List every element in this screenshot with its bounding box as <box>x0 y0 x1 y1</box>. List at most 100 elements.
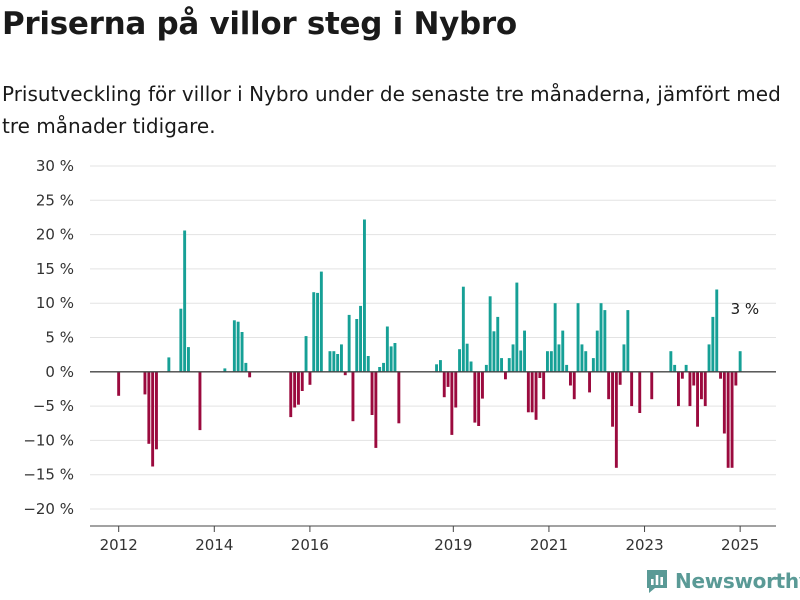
x-tick-label: 2025 <box>721 536 759 550</box>
bar-positive <box>553 303 557 372</box>
y-tick-label: −20 % <box>23 500 74 518</box>
bar-negative <box>481 371 484 399</box>
y-tick-label: 10 % <box>36 294 74 312</box>
bar-negative <box>692 371 696 386</box>
bar-positive <box>715 289 719 372</box>
bar-negative <box>297 371 300 405</box>
bar-positive <box>488 296 492 372</box>
bar-negative <box>607 371 611 400</box>
bar-negative <box>446 371 450 387</box>
gridlines <box>90 165 776 510</box>
bar-negative <box>300 371 304 391</box>
bar-negative <box>534 371 538 420</box>
bar-positive <box>469 361 473 372</box>
x-tick-label: 2019 <box>434 536 472 550</box>
bar-positive <box>312 292 316 372</box>
y-tick-label: 0 % <box>45 363 74 381</box>
bar-positive <box>366 356 370 372</box>
bar-positive <box>328 351 332 372</box>
bar-positive <box>347 314 351 372</box>
bar-negative <box>630 371 634 407</box>
y-tick-label: 25 % <box>36 191 74 209</box>
bar-negative <box>572 371 576 400</box>
bar-positive <box>304 336 308 372</box>
bar-positive <box>511 344 515 372</box>
bar-negative <box>477 371 481 426</box>
bar-positive <box>332 351 336 372</box>
bar-negative <box>117 371 121 396</box>
bar-negative <box>638 371 642 413</box>
bar-positive <box>599 303 603 372</box>
bar-negative <box>526 371 530 413</box>
bar-positive <box>389 346 393 372</box>
bar-positive <box>187 347 190 372</box>
bar-positive <box>167 357 171 372</box>
bar-negative <box>696 371 699 427</box>
y-tick-label: 5 % <box>45 329 74 347</box>
bar-negative <box>454 371 458 408</box>
bar-positive <box>179 308 183 372</box>
bar-positive <box>565 364 569 372</box>
bar-negative <box>351 371 355 422</box>
bar-negative <box>611 371 614 427</box>
bar-positive <box>576 303 580 372</box>
x-axis: 2012 2014 2016 2019 2021 2023 2025 <box>90 525 776 550</box>
bar-positive <box>523 330 526 372</box>
bar-negative <box>680 371 684 379</box>
bar-negative <box>198 371 202 431</box>
bars <box>117 219 742 468</box>
bar-positive <box>622 344 626 372</box>
x-tick-label: 2012 <box>100 536 138 550</box>
bar-positive <box>244 362 248 372</box>
bar-positive <box>673 364 677 372</box>
bar-positive <box>515 282 519 372</box>
bar-positive <box>385 326 389 372</box>
bar-negative <box>688 371 692 407</box>
bar-negative <box>677 371 680 407</box>
bar-negative <box>614 371 618 468</box>
bar-negative <box>719 371 722 379</box>
bar-positive <box>557 344 561 372</box>
latest-value-annotation: 3 % <box>731 300 760 318</box>
bar-positive <box>223 368 227 372</box>
bar-positive <box>393 343 397 372</box>
bar-positive <box>595 330 599 372</box>
bar-negative <box>248 371 252 378</box>
newsworthy-logo: Newsworthy <box>645 568 800 594</box>
bar-negative <box>442 371 446 398</box>
bar-positive <box>738 351 742 372</box>
bar-positive <box>319 271 323 372</box>
bar-negative <box>569 371 572 386</box>
bar-negative <box>734 371 738 386</box>
chart-title: Priserna på villor steg i Nybro <box>2 6 517 42</box>
bar-positive <box>492 331 496 372</box>
bar-positive <box>316 292 319 372</box>
y-axis-labels: 30 % 25 % 20 % 15 % 10 % 5 % 0 % −5 % −10 % −15 %… <box>23 157 74 518</box>
bar-positive <box>340 344 343 372</box>
bar-positive <box>378 367 382 372</box>
bar-positive <box>439 360 442 372</box>
bar-negative <box>538 371 542 378</box>
bar-negative <box>588 371 591 393</box>
bar-negative <box>151 371 155 467</box>
bar-positive <box>669 351 673 372</box>
bar-positive <box>707 344 711 372</box>
logo-icon <box>647 570 667 593</box>
bar-negative <box>618 371 622 385</box>
bar-negative <box>343 371 347 376</box>
x-tick-label: 2021 <box>530 536 568 550</box>
bar-positive <box>484 364 488 372</box>
y-tick-label: −5 % <box>33 397 74 415</box>
bar-negative <box>530 371 534 413</box>
bar-negative <box>374 371 378 448</box>
bar-positive <box>183 230 187 372</box>
bar-positive <box>496 316 500 372</box>
bar-negative <box>289 371 293 418</box>
bar-negative <box>473 371 477 423</box>
bar-negative <box>293 371 297 408</box>
bar-negative <box>370 371 374 415</box>
bar-positive <box>561 330 565 372</box>
bar-positive <box>580 344 584 372</box>
chart-subtitle: Prisutveckling för villor i Nybro under … <box>2 82 781 138</box>
bar-positive <box>500 358 503 372</box>
